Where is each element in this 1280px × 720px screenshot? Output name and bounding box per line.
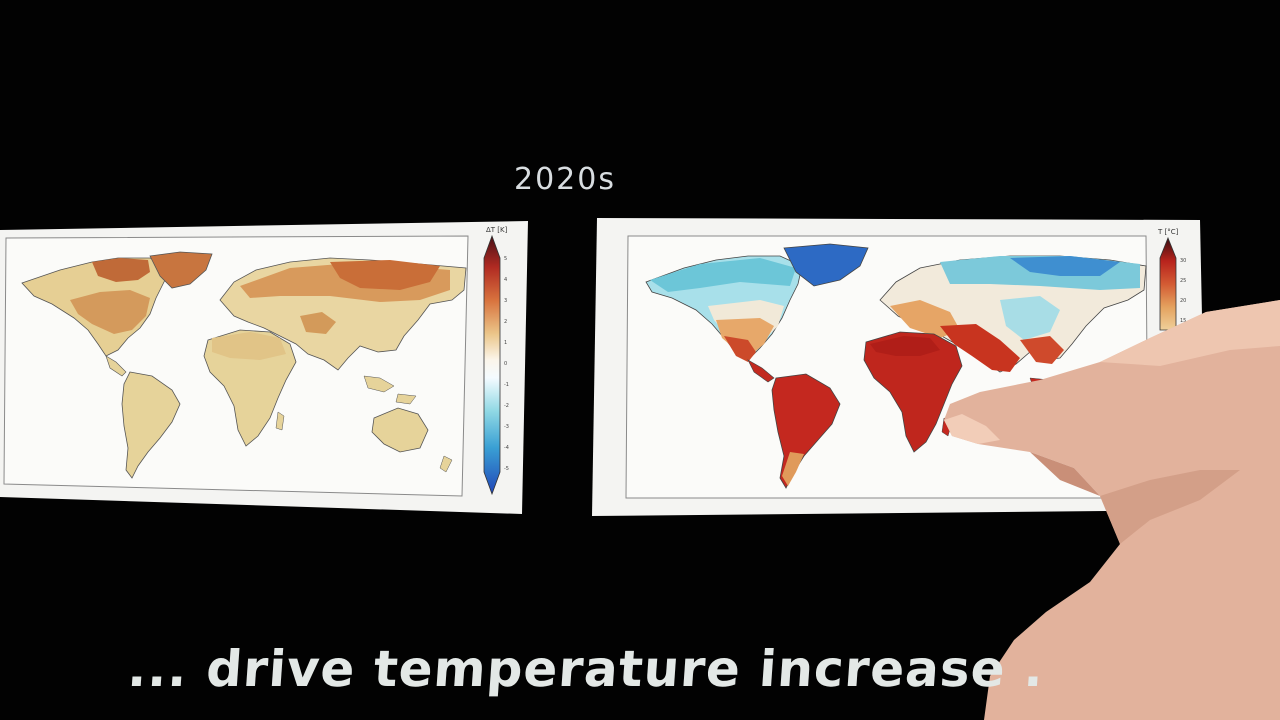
left-tick-5: 5 (504, 256, 507, 262)
right-colorbar (1159, 236, 1177, 331)
left-south-america-shape (121, 371, 181, 479)
left-tick-neg5: -5 (504, 466, 509, 472)
right-tick-25: 25 (1180, 278, 1186, 284)
right-tick-20: 20 (1180, 298, 1186, 304)
left-tick-4: 4 (504, 277, 507, 283)
left-colorbar-ticks: 5 4 3 2 1 0 -1 -2 -3 -4 -5 (504, 256, 509, 472)
right-greenland-shape (783, 243, 869, 287)
right-tick-30: 30 (1180, 258, 1186, 264)
slide-title: 2020s (514, 162, 616, 197)
left-tick-2: 2 (504, 319, 507, 325)
left-map-panel: ΔT [K] 5 4 3 2 1 0 -1 -2 -3 -4 -5 (0, 221, 528, 514)
right-africa-shape (863, 331, 963, 453)
left-tick-neg4: -4 (504, 445, 509, 451)
right-colorbar-ticks: 30 25 20 15 (1180, 258, 1186, 324)
left-tick-neg3: -3 (504, 424, 509, 430)
right-tick-15: 15 (1180, 318, 1186, 324)
left-tick-neg1: -1 (504, 382, 509, 388)
left-australia-shape (371, 407, 429, 453)
left-colorbar-label: ΔT [K] (486, 226, 508, 234)
left-colorbar (483, 234, 501, 496)
slide-caption: ... drive temperature increase . (125, 640, 1047, 698)
left-tick-0: 0 (504, 361, 507, 367)
left-tick-3: 3 (504, 298, 507, 304)
left-tick-neg2: -2 (504, 403, 509, 409)
left-greenland-shape (149, 251, 213, 289)
left-tick-1: 1 (504, 340, 507, 346)
right-colorbar-label: T [°C] (1157, 228, 1179, 236)
pointing-hand (944, 300, 1280, 720)
